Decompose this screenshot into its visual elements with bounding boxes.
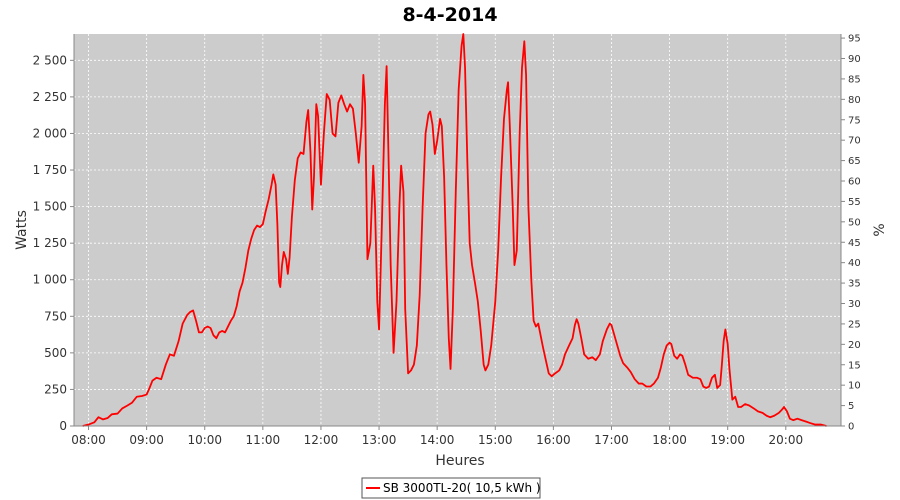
x-tick-label: 17:00 [594, 433, 629, 447]
y2-tick-label: 95 [848, 34, 861, 45]
y-tick-label: 1 250 [33, 236, 67, 250]
y-tick-label: 1 750 [33, 163, 67, 177]
legend: SB 3000TL-20( 10,5 kWh ) [361, 477, 541, 499]
y2-tick-label: 85 [848, 74, 861, 85]
x-tick-label: 08:00 [71, 433, 106, 447]
y-tick-label: 750 [44, 309, 67, 323]
grid [74, 34, 841, 427]
y-tick-label: 2 250 [33, 90, 67, 104]
y2-tick-label: 90 [848, 54, 861, 65]
y-tick-label: 1 000 [33, 273, 67, 287]
y2-tick-label: 25 [848, 319, 861, 330]
x-tick-label: 20:00 [769, 433, 804, 447]
y2-tick-label: 40 [848, 258, 861, 269]
y2-tick-label: 0 [848, 422, 854, 433]
y2-tick-label: 80 [848, 95, 861, 106]
y-tick-label: 2 000 [33, 126, 67, 140]
x-tick-label: 15:00 [478, 433, 513, 447]
y2-tick-label: 5 [848, 401, 854, 412]
legend-box [361, 477, 541, 499]
plot-area [74, 34, 841, 426]
y-tick-label: 250 [44, 382, 67, 396]
y2-axis: 0 5 10 15 20 25 30 35 40 45 50 55 60 65 70 75 80 85 90 95 [841, 34, 861, 433]
y2-tick-label: 50 [848, 217, 861, 228]
series-line [82, 33, 827, 427]
y2-tick-label: 45 [848, 238, 861, 249]
x-tick-label: 14:00 [420, 433, 455, 447]
y2-tick-label: 20 [848, 340, 861, 351]
y2-tick-label: 55 [848, 197, 861, 208]
series-layer [82, 33, 827, 427]
y2-tick-label: 70 [848, 136, 861, 147]
y-tick-label: 2 500 [33, 53, 67, 67]
x-tick-label: 09:00 [129, 433, 164, 447]
y-axis: 0 250 500 750 1 000 1 250 1 500 1 750 2 000 2 250… [33, 53, 74, 433]
x-tick-label: 10:00 [187, 433, 222, 447]
y-tick-label: 1 500 [33, 200, 67, 214]
y-axis-label: Watts [14, 210, 30, 250]
chart-title: 8-4-2014 [402, 4, 497, 26]
x-tick-label: 19:00 [710, 433, 745, 447]
x-axis: 08:00 09:00 10:00 11:00 12:00 13:00 14:00 15:00… [71, 426, 803, 447]
y2-tick-label: 60 [848, 177, 861, 188]
y2-axis-label: % [872, 223, 888, 236]
y2-tick-label: 65 [848, 156, 861, 167]
y-tick-label: 500 [44, 346, 67, 360]
x-tick-label: 16:00 [536, 433, 571, 447]
x-tick-label: 13:00 [362, 433, 397, 447]
legend-entry-label: SB 3000TL-20( 10,5 kWh ) [383, 481, 541, 495]
x-tick-label: 18:00 [652, 433, 687, 447]
x-tick-label: 11:00 [246, 433, 281, 447]
x-axis-label: Heures [435, 453, 484, 469]
y2-tick-label: 10 [848, 381, 861, 392]
y2-tick-label: 15 [848, 360, 861, 371]
y2-tick-label: 30 [848, 299, 861, 310]
y2-tick-label: 75 [848, 115, 861, 126]
x-tick-label: 12:00 [304, 433, 339, 447]
y2-tick-label: 35 [848, 279, 861, 290]
y-tick-label: 0 [59, 419, 67, 433]
